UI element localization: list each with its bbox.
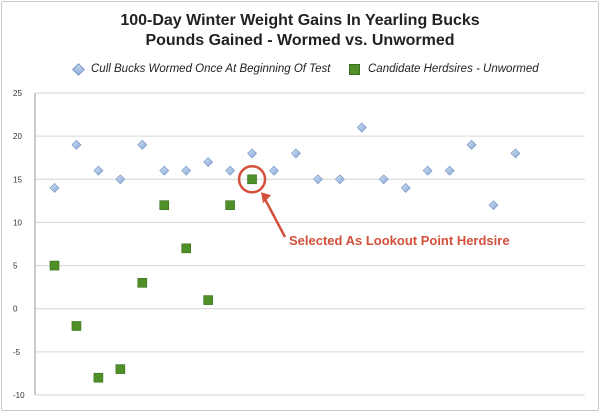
y-tick-label: 0 [13,305,18,314]
diamond-point [269,165,279,176]
legend-item-wormed: Cull Bucks Wormed Once At Beginning Of T… [72,62,331,79]
diamond-point [203,157,214,167]
diamond-point [137,139,148,150]
square-point [203,295,213,305]
y-tick-label: -5 [13,348,21,357]
diamond-point [334,174,345,185]
diamond-point [115,174,126,185]
square-marker-icon [349,63,360,75]
annotation-arrow-head [261,192,272,204]
legend-label-wormed: Cull Bucks Wormed Once At Beginning Of T… [91,63,331,75]
diamond-point [378,174,389,185]
y-tick-label: 10 [13,218,22,227]
diamond-point [159,165,170,176]
diamond-point [312,174,323,185]
square-point [49,260,60,271]
legend-item-unwormed: Candidate Herdsires - Unwormed [349,63,539,79]
y-tick-label: 15 [13,175,22,184]
square-point [137,278,148,288]
square-point [115,364,126,374]
y-tick-label: 20 [13,132,22,141]
diamond-point [93,165,104,176]
square-point [225,200,235,210]
square-point [71,321,82,331]
diamond-point [466,139,477,150]
diamond-point [291,148,301,159]
annotation-circle [237,165,267,194]
chart-title: 100-Day Winter Weight Gains In Yearling … [120,12,480,29]
legend-label-unwormed: Candidate Herdsires - Unwormed [368,63,539,75]
diamond-point [488,200,499,211]
square-point [247,174,257,185]
square-point [93,372,104,383]
square-point [159,200,170,210]
diamond-point [444,165,455,176]
y-tick-label: 5 [13,262,18,271]
square-point [181,243,191,254]
diamond-point [510,148,521,159]
annotation-arrow-line [262,196,287,238]
y-tick-label: -10 [13,391,25,400]
diamond-point [49,182,60,193]
diamond-point [71,139,82,150]
diamond-point [247,148,257,159]
diamond-point [422,165,433,176]
diamond-point [225,165,236,176]
diamond-point [181,165,192,176]
chart-subtitle: Pounds Gained - Wormed vs. Unwormed [145,32,455,49]
diamond-point [356,122,367,133]
y-tick-label: 25 [13,89,22,98]
annotation-label: Selected As Lookout Point Herdsire [289,233,510,248]
diamond-point [400,182,411,193]
